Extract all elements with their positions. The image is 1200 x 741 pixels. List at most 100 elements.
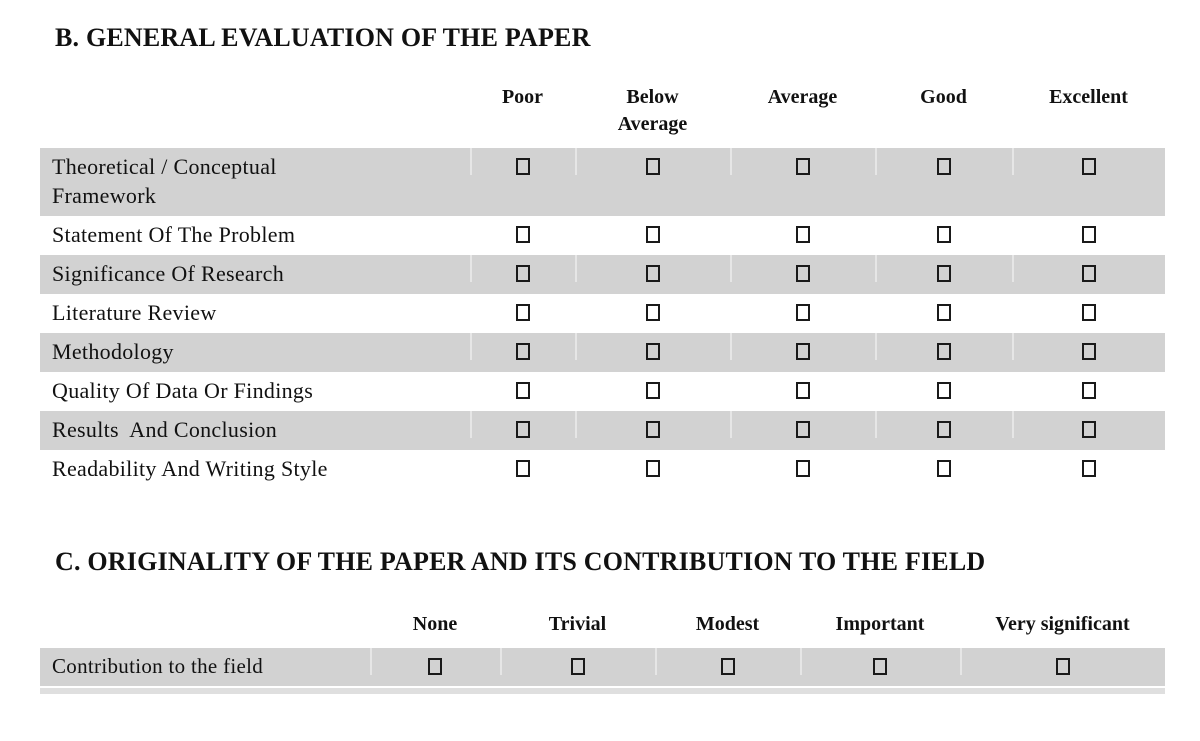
checkbox[interactable] — [428, 658, 442, 675]
checkbox-cell — [500, 648, 655, 675]
checkbox[interactable] — [936, 382, 951, 399]
section-c-title: C. ORIGINALITY OF THE PAPER AND ITS CONT… — [55, 547, 986, 576]
checkbox[interactable] — [515, 460, 530, 477]
column-header-important: Important — [800, 611, 960, 638]
checkbox-cell — [470, 411, 575, 438]
checkbox[interactable] — [515, 421, 530, 438]
checkbox-cell — [730, 411, 875, 438]
checkbox[interactable] — [515, 226, 530, 243]
column-header-very-significant: Very significant — [960, 611, 1165, 638]
checkbox[interactable] — [720, 658, 735, 675]
checkbox-cell — [575, 372, 730, 399]
checkbox[interactable] — [570, 658, 585, 675]
table-row-statement-of-problem: Statement Of The Problem — [40, 216, 1165, 255]
checkbox[interactable] — [1081, 265, 1096, 282]
checkbox[interactable] — [795, 382, 810, 399]
row-label: Results And Conclusion — [52, 417, 278, 442]
column-header-label: Below Average — [617, 86, 688, 135]
checkbox[interactable] — [1081, 158, 1096, 175]
checkbox[interactable] — [1055, 658, 1070, 675]
column-header-label: Average — [767, 86, 838, 108]
checkbox[interactable] — [936, 265, 951, 282]
checkbox[interactable] — [936, 304, 951, 321]
checkbox[interactable] — [1081, 421, 1096, 438]
table-row-theoretical-framework: Theoretical / Conceptual Framework — [40, 148, 1165, 216]
checkbox-cell — [875, 216, 1012, 243]
checkbox[interactable] — [936, 158, 951, 175]
checkbox[interactable] — [795, 265, 810, 282]
section-c-table: None Trivial Modest Important Very signi… — [40, 611, 1165, 694]
checkbox-cell — [875, 372, 1012, 399]
checkbox-cell — [470, 216, 575, 243]
section-c-header-row: None Trivial Modest Important Very signi… — [40, 611, 1165, 638]
table-row-literature-review: Literature Review — [40, 294, 1165, 333]
checkbox-cell — [875, 255, 1012, 282]
checkbox-cell — [730, 148, 875, 175]
column-header-modest: Modest — [655, 611, 800, 638]
checkbox[interactable] — [1081, 460, 1096, 477]
checkbox[interactable] — [795, 343, 810, 360]
column-header-below-average: Below Average — [575, 84, 730, 138]
checkbox[interactable] — [515, 265, 530, 282]
checkbox[interactable] — [515, 343, 530, 360]
column-header-label: None — [412, 613, 458, 635]
checkbox-cell — [1012, 148, 1165, 175]
checkbox[interactable] — [1081, 343, 1096, 360]
checkbox[interactable] — [795, 304, 810, 321]
checkbox[interactable] — [936, 226, 951, 243]
checkbox[interactable] — [515, 382, 530, 399]
checkbox[interactable] — [645, 421, 660, 438]
checkbox-cell — [1012, 411, 1165, 438]
table-row-quality-of-data: Quality Of Data Or Findings — [40, 372, 1165, 411]
row-label: Methodology — [52, 339, 174, 364]
table-row-contribution-to-field: Contribution to the field — [40, 648, 1165, 686]
checkbox-cell — [575, 294, 730, 321]
column-header-label: Modest — [695, 613, 760, 635]
checkbox[interactable] — [645, 265, 660, 282]
checkbox[interactable] — [645, 343, 660, 360]
checkbox-cell — [1012, 216, 1165, 243]
checkbox-cell — [1012, 255, 1165, 282]
checkbox[interactable] — [1081, 226, 1096, 243]
checkbox-cell — [730, 294, 875, 321]
checkbox[interactable] — [795, 226, 810, 243]
column-header-good: Good — [875, 84, 1012, 111]
checkbox[interactable] — [795, 158, 810, 175]
checkbox[interactable] — [936, 460, 951, 477]
checkbox[interactable] — [936, 343, 951, 360]
checkbox-cell — [470, 333, 575, 360]
checkbox-cell — [875, 450, 1012, 477]
checkbox[interactable] — [645, 226, 660, 243]
scan-shade-strip — [40, 688, 1165, 694]
checkbox-cell — [370, 648, 500, 675]
checkbox-cell — [875, 333, 1012, 360]
row-label: Theoretical / Conceptual Framework — [52, 154, 277, 208]
checkbox[interactable] — [1081, 304, 1096, 321]
checkbox[interactable] — [645, 158, 660, 175]
checkbox-cell — [575, 411, 730, 438]
checkbox-cell — [730, 216, 875, 243]
checkbox[interactable] — [515, 158, 530, 175]
checkbox-cell — [470, 148, 575, 175]
section-b-header-row: Poor Below Average Average Good Excellen… — [40, 84, 1165, 140]
checkbox[interactable] — [873, 658, 887, 675]
checkbox-cell — [470, 294, 575, 321]
checkbox[interactable] — [936, 421, 951, 438]
checkbox[interactable] — [1081, 382, 1096, 399]
checkbox-cell — [575, 255, 730, 282]
checkbox-cell — [575, 216, 730, 243]
checkbox-cell — [1012, 294, 1165, 321]
checkbox[interactable] — [645, 460, 660, 477]
checkbox-cell — [470, 450, 575, 477]
checkbox-cell — [730, 255, 875, 282]
column-header-label: Very significant — [995, 613, 1130, 635]
checkbox-cell — [575, 450, 730, 477]
checkbox[interactable] — [645, 304, 660, 321]
checkbox[interactable] — [645, 382, 660, 399]
column-header-label: Excellent — [1049, 86, 1128, 108]
checkbox-cell — [730, 333, 875, 360]
checkbox[interactable] — [515, 304, 530, 321]
checkbox[interactable] — [795, 421, 810, 438]
checkbox-cell — [1012, 372, 1165, 399]
checkbox[interactable] — [795, 460, 810, 477]
